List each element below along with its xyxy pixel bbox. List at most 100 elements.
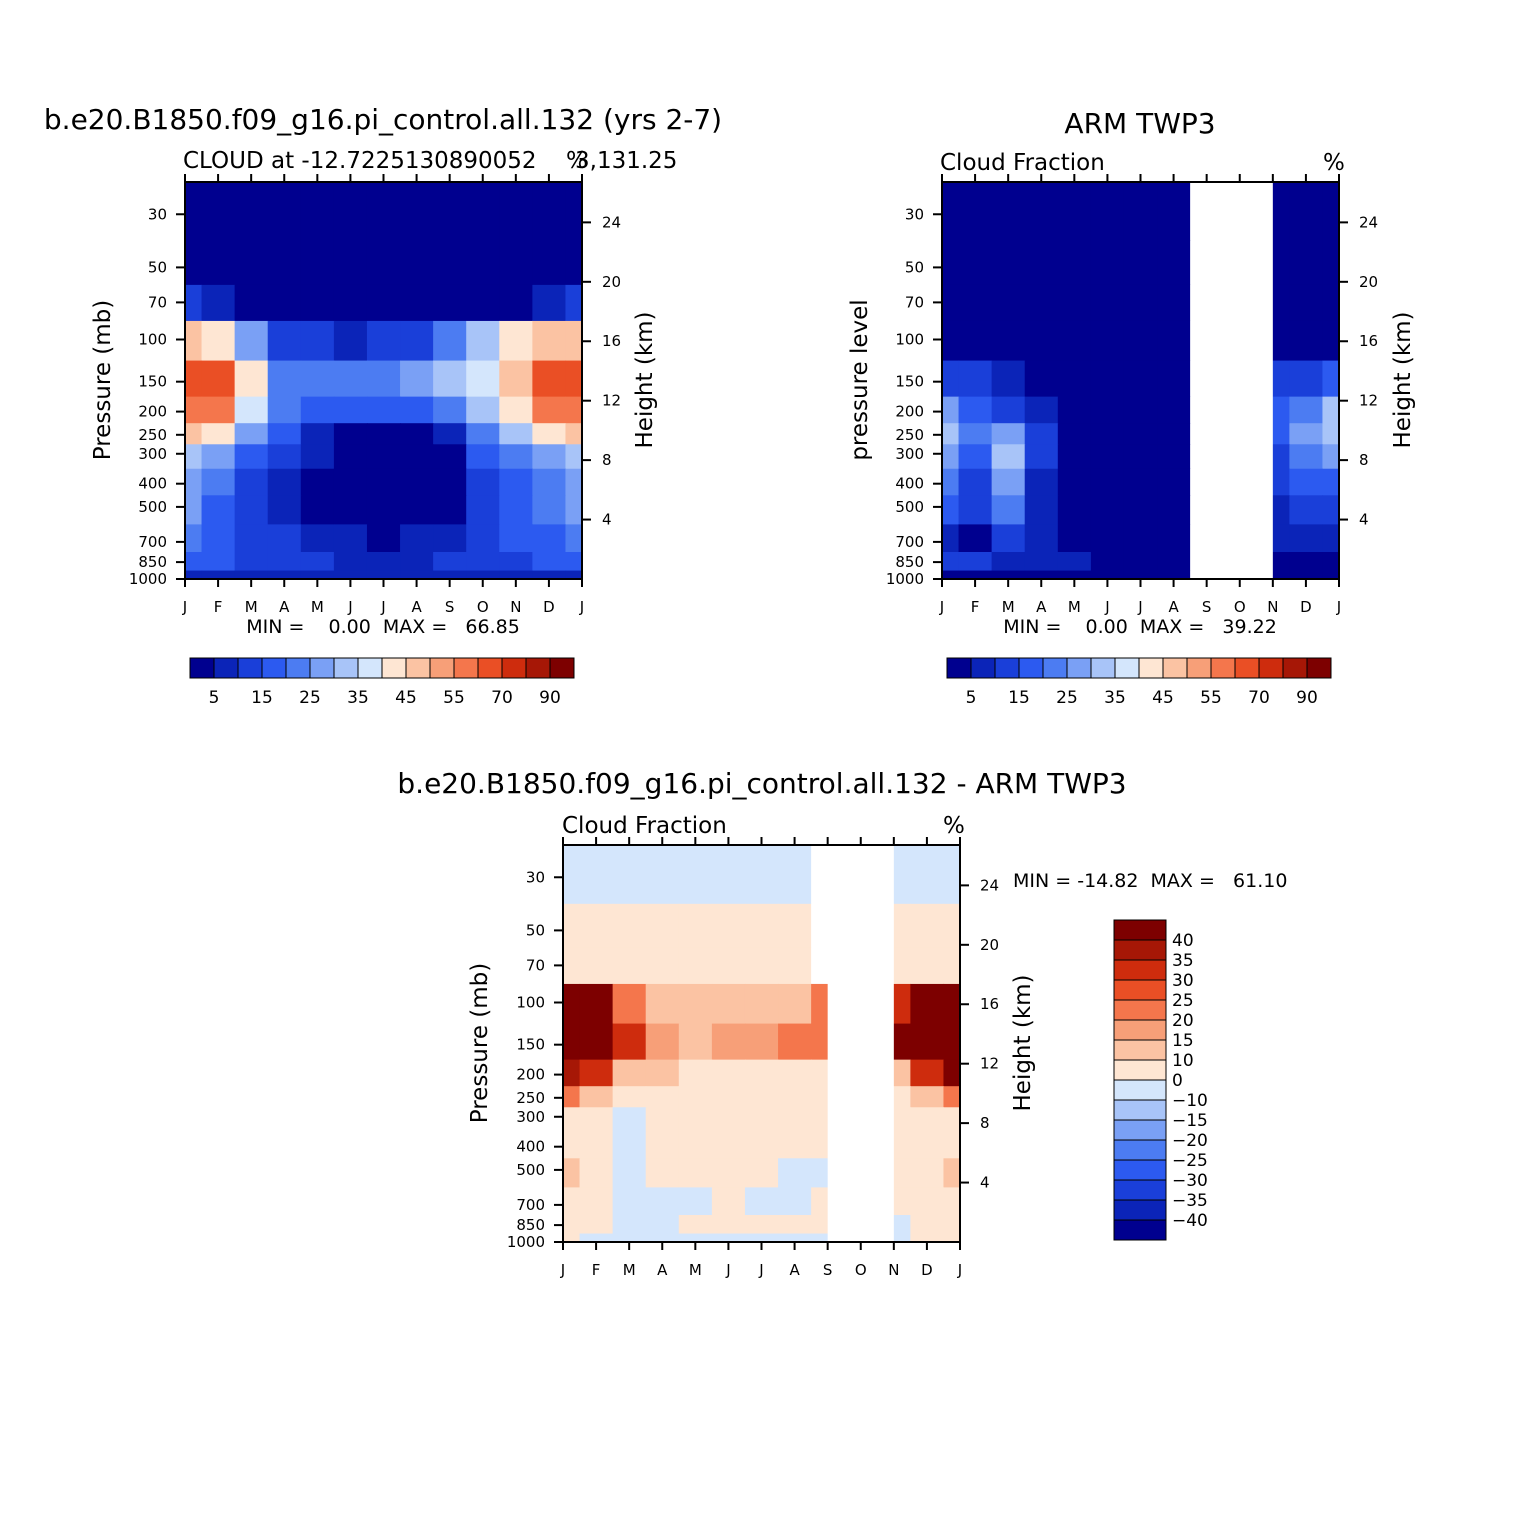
heatmap-cell bbox=[300, 320, 335, 362]
heatmap-cell bbox=[612, 1059, 647, 1087]
heatmap-cell bbox=[185, 320, 203, 362]
heatmap-cell bbox=[234, 423, 269, 445]
y-tick-label: 850 bbox=[138, 553, 167, 571]
heatmap-cell bbox=[333, 552, 368, 572]
heatmap-cell bbox=[300, 423, 335, 445]
heatmap-cell bbox=[1024, 396, 1059, 424]
heatmap-cell bbox=[185, 423, 203, 445]
heatmap-cell bbox=[942, 182, 960, 242]
heatmap-cell bbox=[201, 524, 236, 553]
heatmap-cell bbox=[943, 1023, 961, 1061]
heatmap-cell bbox=[1289, 552, 1324, 572]
colorbar-label: 55 bbox=[1200, 688, 1222, 708]
heatmap-cell bbox=[910, 903, 945, 949]
heatmap-cell bbox=[778, 845, 812, 905]
heatmap-cell bbox=[532, 240, 567, 286]
heatmap-cell bbox=[201, 468, 236, 496]
colorbar-label: 25 bbox=[1056, 688, 1078, 708]
y-tick-label: 250 bbox=[516, 1089, 545, 1107]
heatmap-cell bbox=[991, 495, 1026, 525]
heatmap-cell bbox=[645, 1158, 680, 1188]
x-tick-label: F bbox=[592, 1261, 601, 1279]
heatmap-cell bbox=[234, 396, 269, 424]
heatmap-cell bbox=[645, 1059, 680, 1087]
y-tick-label: 70 bbox=[526, 956, 545, 974]
y-right-tick-label: 16 bbox=[602, 332, 621, 350]
heatmap-cell bbox=[234, 468, 269, 496]
colorbar-label: 35 bbox=[1172, 951, 1194, 971]
heatmap-cell bbox=[778, 1215, 812, 1235]
heatmap-cell bbox=[645, 1131, 680, 1159]
y-tick-label: 50 bbox=[148, 258, 167, 276]
heatmap-cell bbox=[910, 1215, 945, 1235]
heatmap-cell bbox=[185, 182, 203, 242]
x-tick-label: N bbox=[1267, 598, 1278, 616]
heatmap-cell bbox=[565, 423, 583, 445]
heatmap-cell bbox=[267, 570, 302, 580]
x-tick-label: J bbox=[347, 598, 352, 616]
heatmap-cell bbox=[201, 284, 236, 322]
heatmap-cell bbox=[333, 444, 368, 470]
x-tick-label: J bbox=[560, 1261, 565, 1279]
missing-data-band bbox=[1206, 182, 1273, 579]
heatmap-cell bbox=[958, 360, 993, 398]
heatmap-cell bbox=[612, 1107, 647, 1133]
heatmap-cell bbox=[532, 182, 567, 242]
heatmap-cell bbox=[1157, 468, 1191, 496]
y-right-tick-label: 4 bbox=[1359, 511, 1369, 529]
heatmap-cell bbox=[612, 1086, 647, 1108]
heatmap-cell bbox=[267, 495, 302, 525]
heatmap-cell bbox=[433, 444, 467, 470]
heatmap-cell bbox=[612, 903, 647, 949]
heatmap-cells bbox=[563, 845, 961, 1243]
heatmap-cell bbox=[499, 570, 533, 580]
heatmap-cell bbox=[400, 182, 434, 242]
panel-diff-units: % bbox=[943, 813, 965, 839]
heatmap-cell bbox=[645, 1187, 680, 1216]
heatmap-cell bbox=[711, 947, 746, 985]
colorbar-label: 55 bbox=[443, 688, 465, 708]
heatmap-cell bbox=[678, 1215, 713, 1235]
heatmap-cell bbox=[1090, 495, 1125, 525]
heatmap-cell bbox=[433, 495, 467, 525]
heatmap-cell bbox=[991, 182, 1026, 242]
heatmap-cell bbox=[499, 360, 533, 398]
heatmap-cell bbox=[645, 1233, 680, 1243]
heatmap-cell bbox=[612, 1215, 647, 1235]
colorbar-swatch bbox=[994, 657, 1020, 679]
panel-obs-subtitle: Cloud Fraction bbox=[940, 150, 1105, 176]
heatmap-cell bbox=[579, 947, 614, 985]
heatmap-cell bbox=[943, 1187, 961, 1216]
heatmap-cell bbox=[744, 1131, 779, 1159]
heatmap-cell bbox=[1057, 240, 1092, 286]
panel-model-minmax: MIN = 0.00 MAX = 66.85 bbox=[246, 616, 520, 638]
y-tick-label: 400 bbox=[895, 475, 924, 493]
heatmap-cell bbox=[1123, 320, 1158, 362]
heatmap-cell bbox=[400, 468, 434, 496]
colorbar-swatch bbox=[1113, 1099, 1167, 1121]
panel-diff-ylabel-right: Height (km) bbox=[1010, 974, 1036, 1111]
heatmap-cell bbox=[1289, 396, 1324, 424]
y-tick-label: 30 bbox=[905, 205, 924, 223]
heatmap-cell bbox=[466, 240, 500, 286]
heatmap-cell bbox=[678, 1158, 713, 1188]
x-tick-label: J bbox=[1137, 598, 1142, 616]
heatmap-cell bbox=[958, 524, 993, 553]
colorbar-label: 45 bbox=[395, 688, 417, 708]
heatmap-cell bbox=[711, 983, 746, 1025]
heatmap-cell bbox=[499, 423, 533, 445]
heatmap-cell bbox=[942, 468, 960, 496]
y-right-tick-label: 4 bbox=[602, 511, 612, 529]
colorbar-label: 90 bbox=[1296, 688, 1318, 708]
colorbar-label: 35 bbox=[347, 688, 369, 708]
heatmap-cell bbox=[1289, 524, 1324, 553]
colorbar-swatch bbox=[1113, 1179, 1167, 1201]
heatmap-cell bbox=[1322, 240, 1340, 286]
heatmap-cell bbox=[943, 845, 961, 905]
heatmap-cell bbox=[1322, 444, 1340, 470]
colorbar-swatch bbox=[1113, 919, 1167, 941]
heatmap-cell bbox=[300, 396, 335, 424]
heatmap-cell bbox=[565, 495, 583, 525]
heatmap-cell bbox=[532, 524, 567, 553]
heatmap-cell bbox=[958, 495, 993, 525]
